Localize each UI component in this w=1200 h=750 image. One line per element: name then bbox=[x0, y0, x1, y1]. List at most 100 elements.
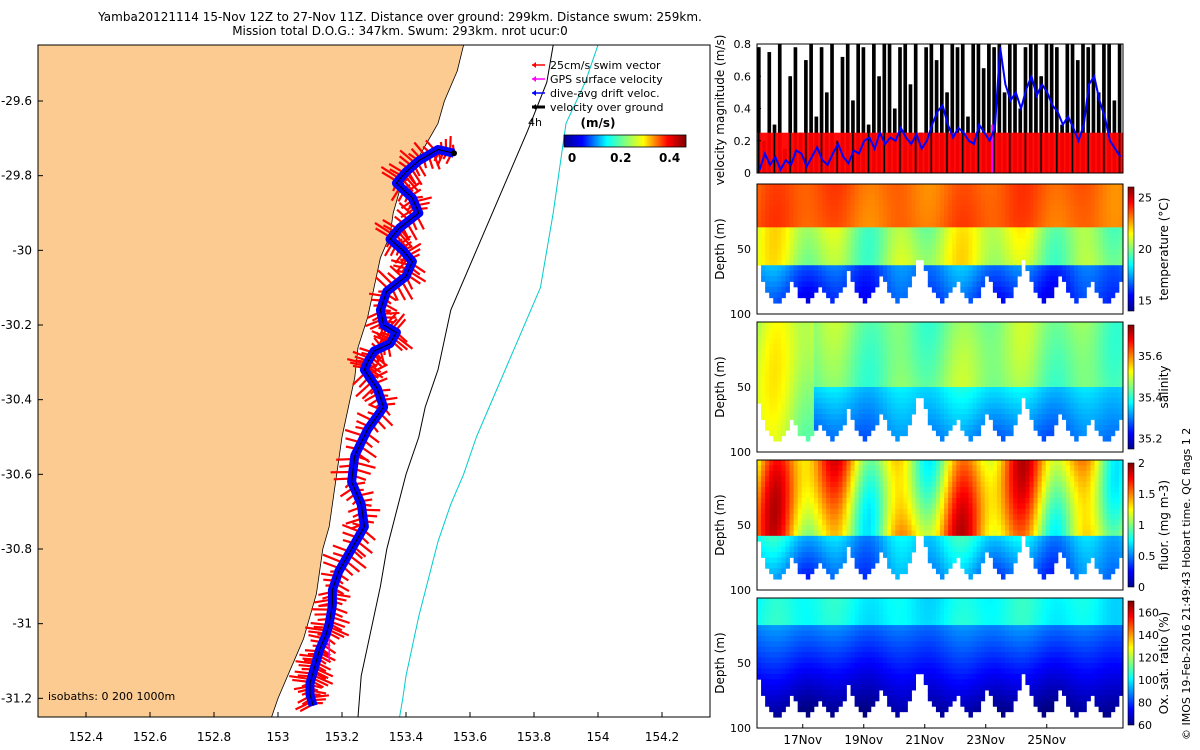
temperature-cell bbox=[761, 189, 766, 196]
salinity-cell bbox=[911, 392, 916, 399]
salinity-cell bbox=[992, 397, 998, 404]
temperature-cell bbox=[850, 200, 855, 207]
fluor-cell bbox=[911, 487, 916, 493]
salinity-cell bbox=[891, 332, 896, 339]
salinity-cell bbox=[931, 349, 937, 355]
fluor-cell bbox=[919, 519, 925, 526]
salinity-cell bbox=[1102, 397, 1108, 404]
temperature-cell bbox=[854, 184, 860, 190]
salinity-cell bbox=[793, 387, 799, 393]
fluor-cell bbox=[944, 487, 949, 493]
salinity-cell bbox=[879, 376, 884, 382]
temperature-cell bbox=[927, 211, 933, 217]
salinity-cell bbox=[1094, 392, 1099, 399]
temperature-cell bbox=[1017, 221, 1022, 228]
salinity-cell bbox=[879, 354, 884, 361]
temperature-cell bbox=[1021, 238, 1026, 244]
salinity-cell bbox=[984, 365, 990, 372]
salinity-cell bbox=[1049, 343, 1055, 350]
fluor-cell bbox=[850, 514, 855, 520]
temperature-cell bbox=[903, 211, 908, 217]
salinity-cell bbox=[1082, 327, 1087, 334]
salinity-cell bbox=[862, 376, 868, 382]
fluor-cell bbox=[797, 514, 803, 520]
salinity-cell bbox=[830, 327, 835, 334]
temperature-cell bbox=[870, 276, 876, 282]
temperature-cell bbox=[895, 259, 900, 266]
salinity-cell bbox=[854, 338, 860, 345]
temperature-cell bbox=[972, 194, 977, 201]
salinity-cell bbox=[960, 349, 965, 355]
ground-speed-spike bbox=[1040, 76, 1042, 173]
salinity-cell bbox=[879, 392, 884, 399]
temperature-cell bbox=[1082, 265, 1087, 272]
temperature-cell bbox=[1021, 221, 1026, 228]
salinity-cell bbox=[923, 332, 929, 339]
salinity-cell bbox=[1025, 343, 1030, 350]
salinity-cell bbox=[777, 381, 782, 388]
salinity-cell bbox=[891, 354, 896, 361]
salinity-y-tick-label: 50 bbox=[737, 381, 751, 394]
temperature-cell bbox=[777, 189, 782, 196]
temperature-cell bbox=[1045, 194, 1051, 201]
salinity-cell bbox=[757, 338, 762, 345]
salinity-cell bbox=[850, 332, 855, 339]
temperature-cell bbox=[948, 216, 953, 223]
salinity-cell bbox=[813, 354, 819, 361]
temperature-cell bbox=[1066, 249, 1071, 255]
fluor-cell bbox=[887, 525, 892, 531]
temperature-cell bbox=[834, 249, 839, 255]
temperature-cell bbox=[976, 276, 982, 282]
fluor-cell bbox=[870, 465, 876, 472]
salinity-cell bbox=[1041, 419, 1047, 426]
salinity-cell bbox=[976, 332, 982, 339]
fluor-cell bbox=[923, 503, 929, 510]
salinity-cell bbox=[826, 354, 831, 361]
salinity-cell bbox=[1017, 408, 1022, 415]
salinity-cell bbox=[785, 365, 790, 372]
temperature-cell bbox=[960, 211, 965, 217]
salinity-cell bbox=[777, 403, 782, 410]
fluor-cell bbox=[781, 460, 786, 466]
temperature-cell bbox=[976, 211, 982, 217]
temperature-cell bbox=[1106, 286, 1112, 293]
temperature-cell bbox=[1094, 227, 1099, 234]
salinity-cell bbox=[769, 322, 774, 328]
fluor-cell bbox=[858, 530, 864, 537]
temperature-cell bbox=[757, 249, 762, 255]
salinity-cell bbox=[1078, 343, 1083, 350]
temperature-cell bbox=[1029, 189, 1034, 196]
temperature-cell bbox=[1005, 205, 1010, 212]
temperature-cell bbox=[952, 238, 957, 244]
temperature-cell bbox=[846, 254, 851, 261]
fluor-cell bbox=[797, 508, 803, 515]
temperature-cell bbox=[1118, 189, 1124, 196]
y-tick-label: -29.8 bbox=[1, 169, 32, 183]
temperature-cell bbox=[769, 221, 774, 228]
salinity-cell bbox=[809, 365, 815, 372]
salinity-cell bbox=[996, 343, 1002, 350]
temperature-cell bbox=[964, 211, 969, 217]
temperature-cell bbox=[887, 205, 892, 212]
temperature-cell bbox=[976, 292, 982, 299]
salinity-cell bbox=[1029, 338, 1034, 345]
fluor-cell bbox=[907, 460, 912, 466]
salinity-cell bbox=[781, 332, 786, 339]
fluor-cell bbox=[842, 514, 847, 520]
temperature-cell bbox=[1041, 238, 1047, 244]
salinity-cell bbox=[862, 349, 868, 355]
salinity-cell bbox=[797, 408, 803, 415]
temperature-cell bbox=[1053, 238, 1059, 244]
fluor-cell bbox=[789, 476, 794, 483]
temperature-cell bbox=[996, 205, 1002, 212]
salinity-cell bbox=[1001, 349, 1006, 355]
salinity-cell bbox=[1049, 327, 1055, 334]
salinity-cell bbox=[980, 332, 986, 339]
fluor-cell bbox=[927, 552, 933, 558]
chart-title-line1: Yamba20121114 15-Nov 12Z to 27-Nov 11Z. … bbox=[98, 10, 702, 24]
salinity-cell bbox=[1078, 414, 1083, 420]
temperature-cell bbox=[960, 232, 965, 239]
temperature-cell bbox=[1078, 259, 1083, 266]
salinity-cell bbox=[838, 392, 843, 399]
fluor-cell bbox=[935, 552, 941, 558]
